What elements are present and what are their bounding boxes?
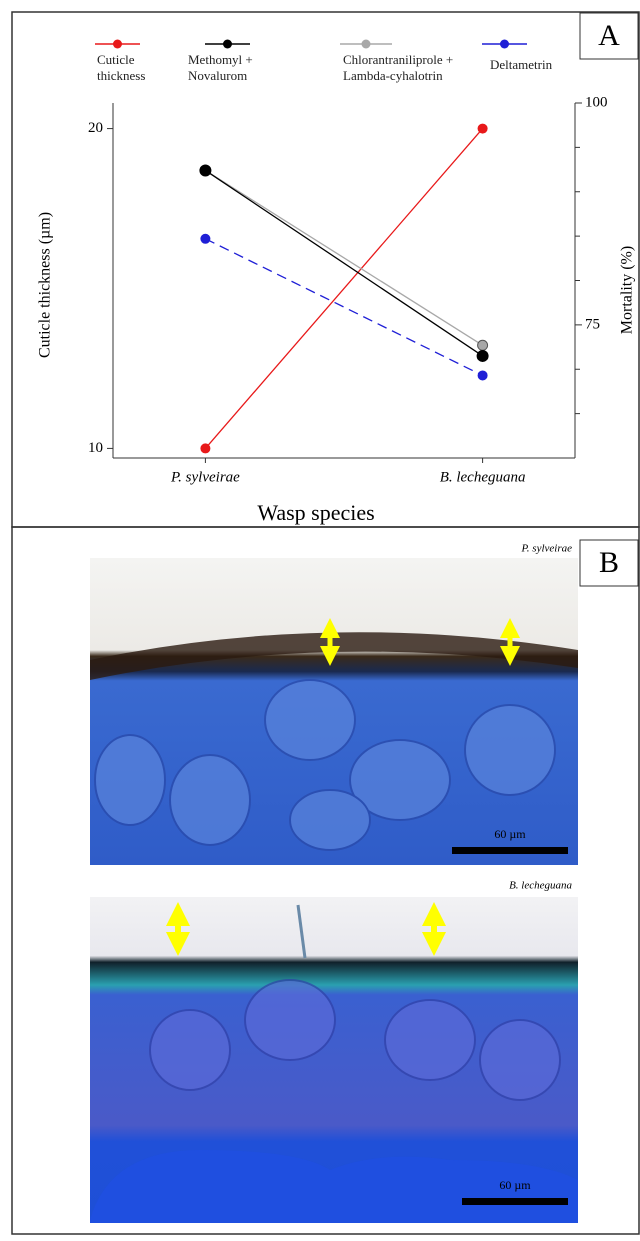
y2-axis-label: Mortality (%): [619, 246, 636, 334]
series-point: [478, 340, 488, 350]
x-tick-label: B. lecheguana: [440, 469, 526, 485]
series-point: [478, 124, 488, 134]
legend-label: Methomyl + Novalurom: [188, 52, 280, 84]
y2-tick-label: 75: [585, 316, 600, 332]
y-tick-label: 10: [88, 440, 103, 456]
y-axis-label: Cuticle thickness (µm): [37, 212, 54, 358]
legend-marker: [113, 40, 122, 49]
micrograph-2: [90, 897, 578, 1223]
series-point: [477, 350, 489, 362]
series-line: [205, 170, 482, 355]
panel-b-label: B: [599, 546, 619, 579]
series-point: [199, 164, 211, 176]
panel-a-frame: [12, 12, 639, 527]
page: A B Wasp species Cuticle thickness (µm) …: [0, 0, 640, 1236]
panel-a-label: A: [598, 19, 620, 52]
series-point: [478, 370, 488, 380]
scale-bar-label: 60 µm: [499, 1178, 531, 1192]
series-line: [205, 170, 482, 345]
y-tick-label: 20: [88, 120, 103, 136]
y2-tick-label: 100: [585, 94, 608, 110]
series-line: [205, 239, 482, 376]
legend-marker: [362, 40, 371, 49]
legend-marker: [500, 40, 509, 49]
micrograph-caption: B. lecheguana: [509, 880, 572, 892]
x-axis-label: Wasp species: [257, 500, 374, 525]
figure: A B Wasp species Cuticle thickness (µm) …: [0, 0, 640, 1236]
legend-label: Cuticle thickness: [97, 52, 167, 84]
series-point: [200, 234, 210, 244]
x-tick-label: P. sylveirae: [170, 469, 240, 485]
scale-bar-label: 60 µm: [494, 827, 526, 841]
series-point: [200, 443, 210, 453]
legend-label: Deltametrin: [490, 57, 580, 73]
series-line: [205, 129, 482, 449]
legend-label: Chlorantraniliprole + Lambda-cyhalotrin: [343, 52, 461, 84]
legend-marker: [223, 40, 232, 49]
micrograph-caption: P. sylveirae: [520, 543, 572, 555]
micrograph-1: [90, 558, 578, 865]
